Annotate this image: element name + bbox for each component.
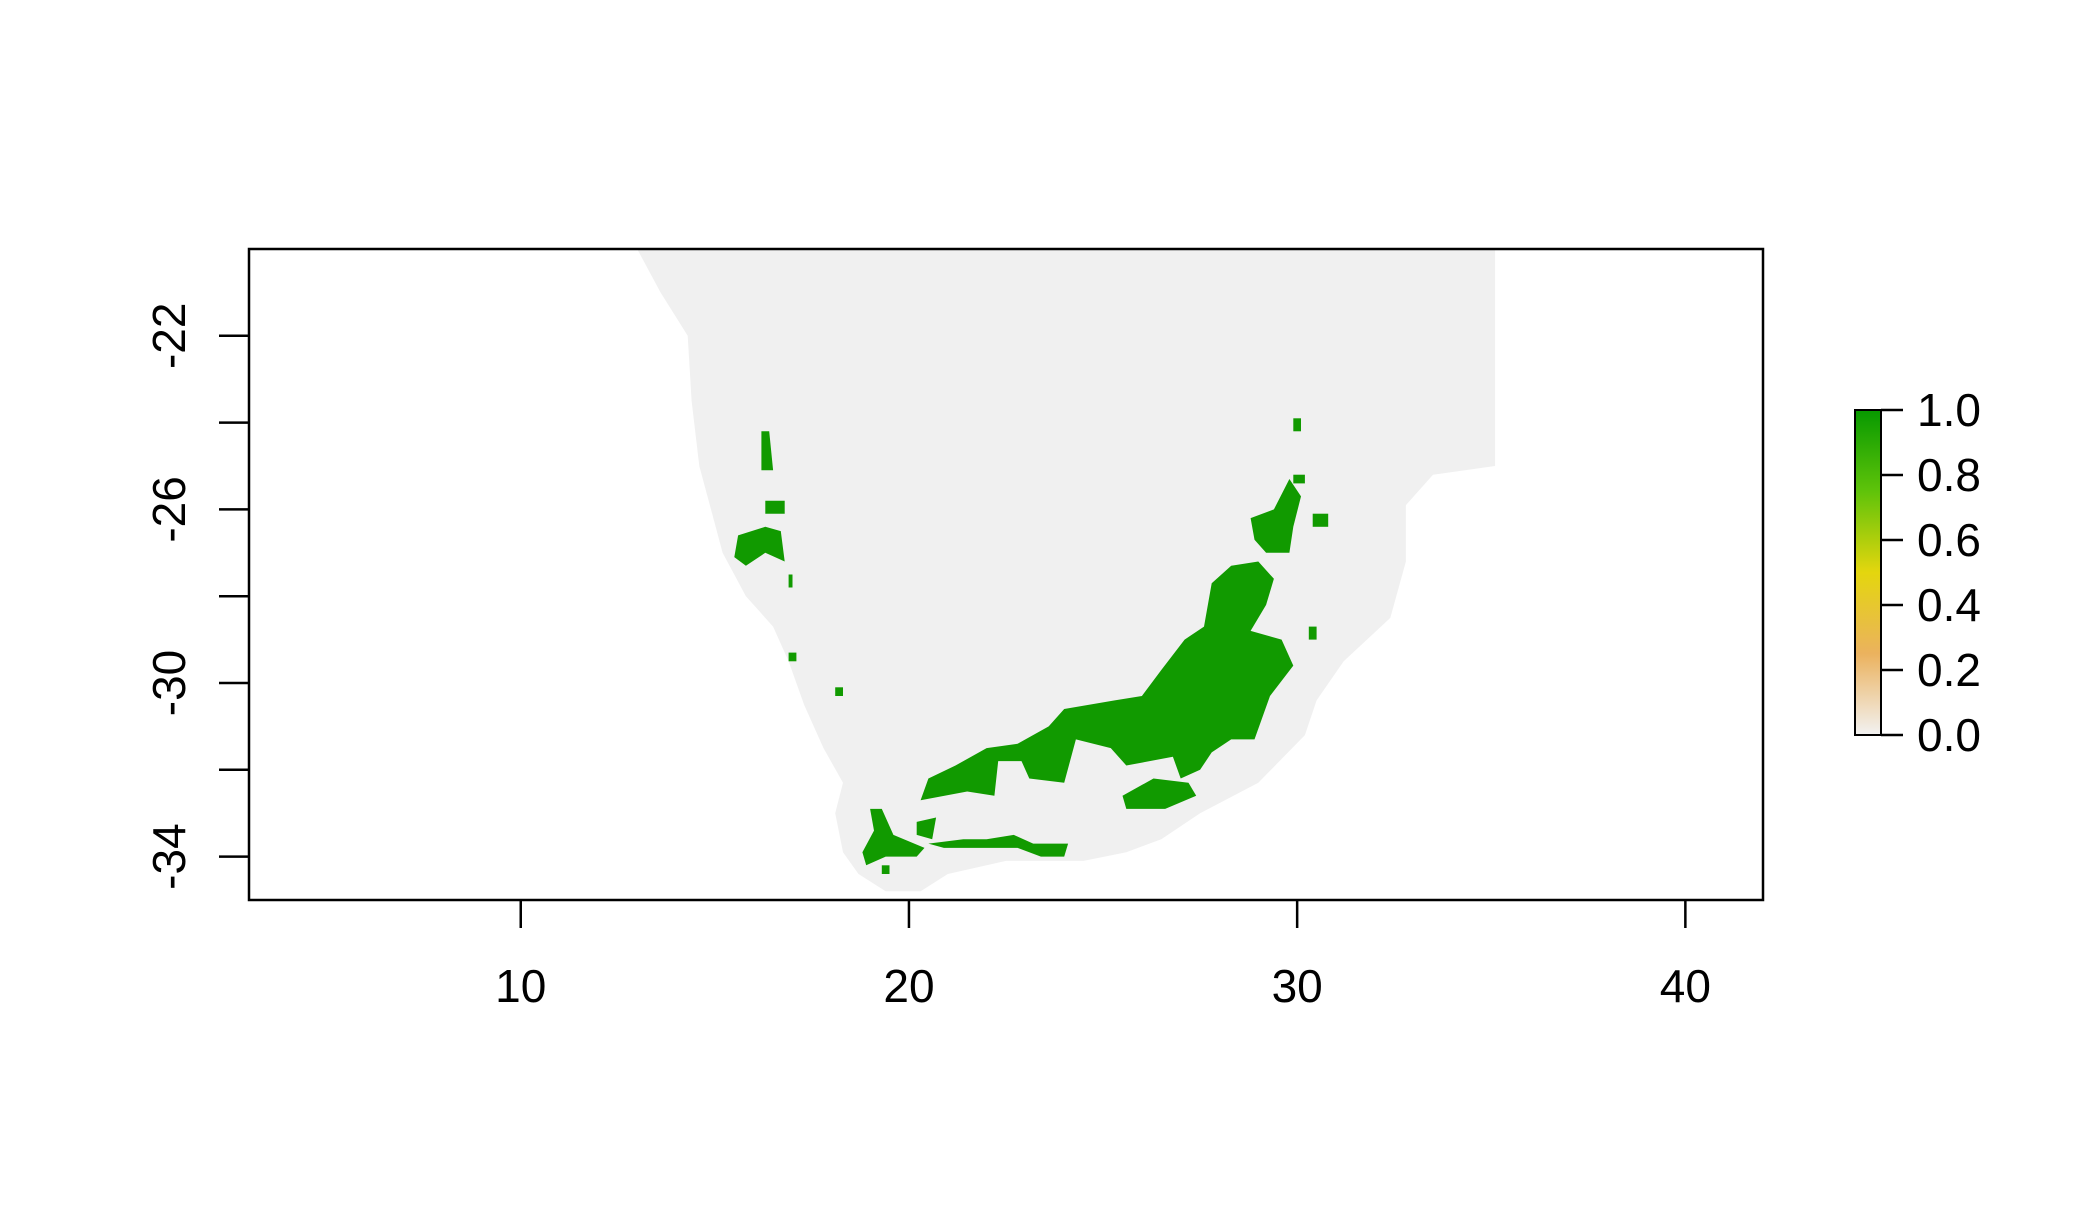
plot-frame: [247, 247, 1765, 902]
presence-region-11: [788, 574, 793, 588]
y-tick-label: -34: [143, 823, 195, 889]
presence-region-10: [1293, 418, 1301, 432]
y-axis: -22 -26 -30 -34: [143, 303, 249, 890]
x-tick-label: 30: [1272, 960, 1323, 1012]
y-tick-label: -26: [143, 476, 195, 542]
presence-region-12: [835, 687, 843, 696]
presence-region-6: [1250, 479, 1301, 553]
presence-region-5: [916, 817, 937, 840]
presence-region-7: [761, 431, 774, 471]
presence-region-13: [788, 652, 797, 662]
legend-tick-label: 0.6: [1917, 514, 1981, 566]
presence-region-8: [765, 500, 785, 514]
legend-tick-label: 0.8: [1917, 449, 1981, 501]
plot-area: [637, 249, 1496, 892]
presence-region-2: [1122, 778, 1197, 809]
legend-colorbar: [1854, 409, 1882, 736]
presence-region-16: [1308, 626, 1317, 640]
presence-region-1: [920, 561, 1294, 801]
x-tick-label: 10: [495, 960, 546, 1012]
presence-region-3: [928, 834, 1069, 857]
color-legend: 0.0 0.2 0.4 0.6 0.8 1.0: [1854, 384, 1981, 761]
legend-tick-label: 0.0: [1917, 709, 1981, 761]
x-axis: 10 20 30 40: [495, 900, 1711, 1012]
presence-region-9: [734, 526, 785, 566]
y-tick-label: -30: [143, 650, 195, 716]
presence-region-4: [862, 808, 925, 866]
x-tick-label: 40: [1660, 960, 1711, 1012]
legend-tick-label: 0.4: [1917, 579, 1981, 631]
presence-region-15: [1312, 513, 1329, 527]
presence-region-14: [1293, 474, 1305, 484]
land-region: [637, 249, 1496, 892]
legend-tick-label: 0.2: [1917, 644, 1981, 696]
legend-tick-label: 1.0: [1917, 384, 1981, 436]
presence-region-17: [881, 865, 890, 874]
y-tick-label: -22: [143, 303, 195, 369]
x-tick-label: 20: [883, 960, 934, 1012]
